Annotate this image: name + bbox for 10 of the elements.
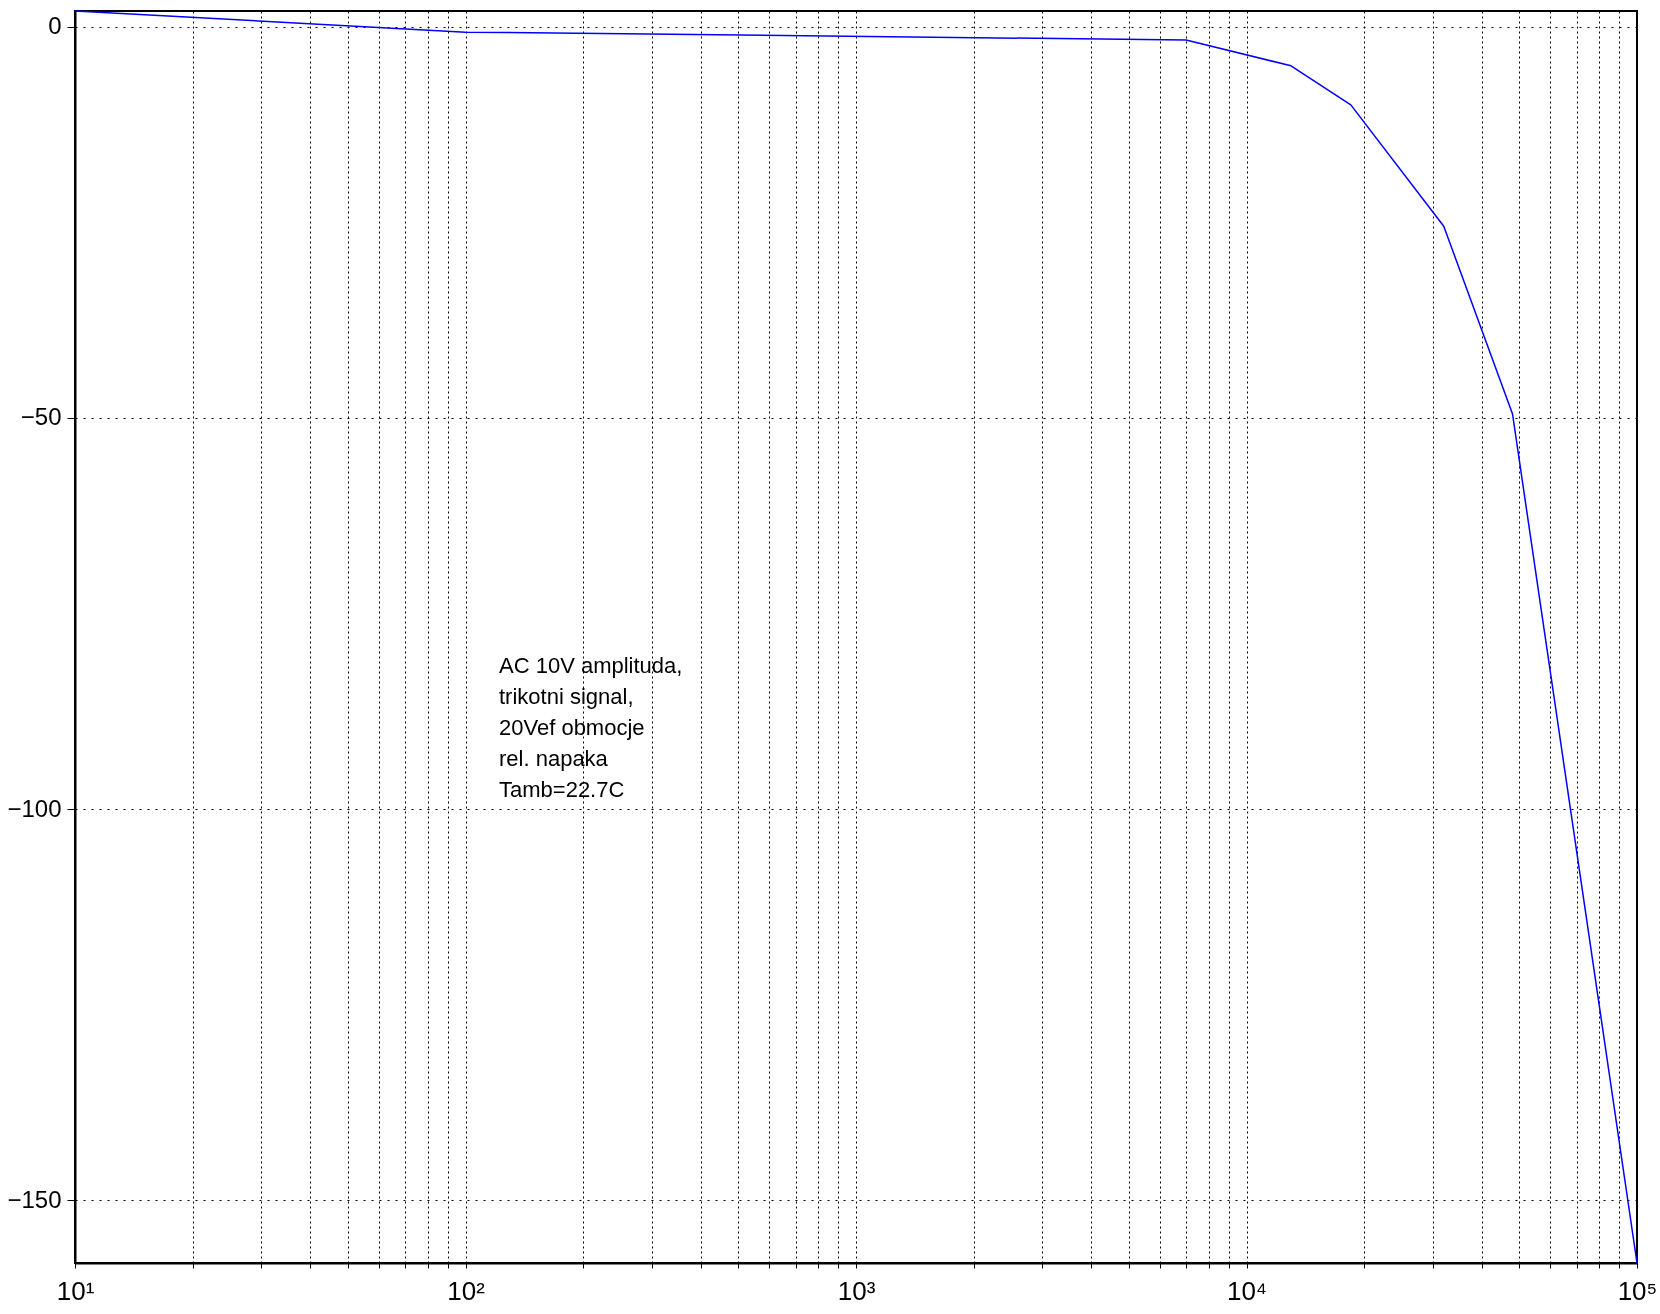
annotation: AC 10V amplituda, trikotni signal, 20Vef obmocje rel. napaka Tamb=22.7C bbox=[499, 653, 683, 802]
y-tick-label: −50 bbox=[20, 403, 62, 431]
y-tick-label: 0 bbox=[48, 12, 62, 40]
y-tick-label: −100 bbox=[7, 794, 62, 822]
x-tick-label: 10³ bbox=[837, 1275, 876, 1306]
x-tick-label: 10¹ bbox=[56, 1275, 95, 1306]
x-tick-label: 10² bbox=[447, 1275, 486, 1306]
x-tick-label: 10⁵ bbox=[1617, 1275, 1658, 1306]
x-tick-label: 10⁴ bbox=[1226, 1275, 1268, 1306]
y-tick-label: −150 bbox=[7, 1185, 62, 1213]
